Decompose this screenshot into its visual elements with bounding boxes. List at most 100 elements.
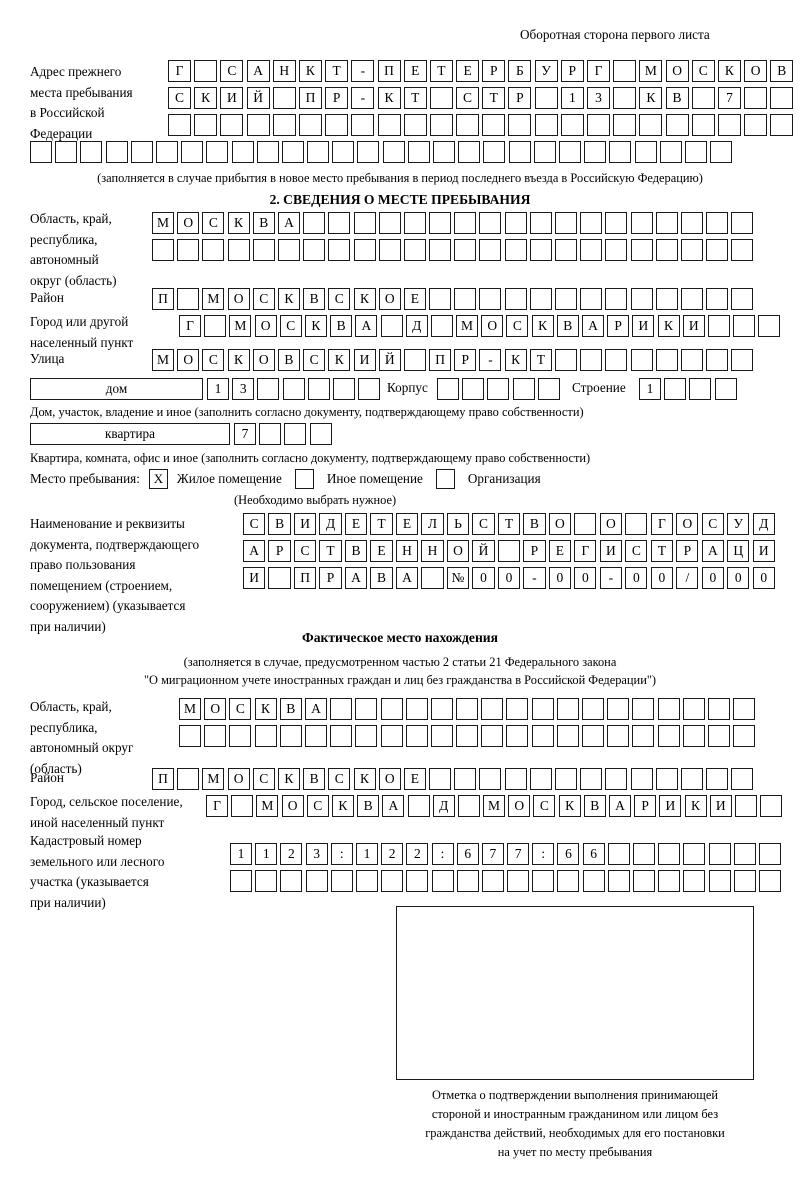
stay-city-cell[interactable]: В [556,315,579,337]
prev-address-cell[interactable]: Т [325,60,349,82]
doc-details-cell[interactable]: И [243,567,266,589]
doc-details-cell[interactable]: А [344,567,368,589]
flat-number-cell[interactable] [259,423,282,445]
actual-district-cell[interactable] [429,768,452,790]
doc-details-cell[interactable]: П [293,567,317,589]
doc-details-cell[interactable]: И [752,540,775,562]
prev-address-cell[interactable] [534,87,558,109]
cadastral-cell[interactable] [708,870,731,892]
stay-region-cell[interactable]: К [227,212,250,234]
prev-address-cell[interactable]: П [377,60,401,82]
doc-details-cell[interactable]: 0 [548,567,571,589]
cadastral-cell[interactable] [607,843,630,865]
cadastral-cell[interactable]: 3 [305,843,328,865]
stay-city-cell[interactable] [204,315,227,337]
stay-district-cell[interactable]: О [378,288,401,310]
actual-region-cell[interactable] [707,698,730,720]
stay-district-cell[interactable] [177,288,200,310]
actual-region-cell[interactable] [682,725,705,747]
prev-address-cell[interactable] [55,141,78,163]
doc-details-cell[interactable]: 0 [650,567,673,589]
stay-district-cell[interactable] [706,288,729,310]
cadastral-cell[interactable]: : [532,843,555,865]
doc-details-cell[interactable]: 0 [574,567,597,589]
actual-region-cell[interactable] [632,725,655,747]
actual-region-cell[interactable] [304,725,327,747]
stay-region-row-2[interactable] [152,239,757,261]
doc-details-cell[interactable]: А [701,540,724,562]
actual-city-cell[interactable] [734,795,757,817]
doc-details-cell[interactable] [421,567,444,589]
actual-city-cell[interactable]: К [558,795,581,817]
prev-address-cell[interactable] [407,141,430,163]
doc-details-cell[interactable] [574,513,597,535]
korpus-cell[interactable] [487,378,510,400]
stay-region-cell[interactable] [605,212,628,234]
prev-address-cell[interactable]: 7 [717,87,741,109]
actual-region-cell[interactable] [481,725,504,747]
cadastral-cell[interactable]: 6 [582,843,605,865]
stay-district-cell[interactable] [580,288,603,310]
cadastral-cell[interactable] [330,870,353,892]
actual-district-cell[interactable]: М [202,768,225,790]
prev-address-cell[interactable] [272,114,296,136]
cadastral-cell[interactable]: 1 [255,843,278,865]
doc-details-cell[interactable]: - [523,567,546,589]
stay-street-cell[interactable]: С [303,349,326,371]
cadastral-cell[interactable] [733,843,756,865]
checkbox-inoe[interactable] [294,469,314,490]
actual-district-cell[interactable] [580,768,603,790]
actual-region-cell[interactable] [707,725,730,747]
cadastral-cell[interactable] [481,870,504,892]
prev-address-cell[interactable]: Т [403,87,427,109]
prev-address-cell[interactable] [483,141,506,163]
stay-region-cell[interactable] [252,239,275,261]
house-number-cell[interactable] [358,378,381,400]
stay-district-cell[interactable] [680,288,703,310]
actual-region-cell[interactable] [506,698,529,720]
cadastral-cell[interactable] [355,870,378,892]
doc-details-cell[interactable]: Е [548,540,571,562]
doc-details-cell[interactable]: - [599,567,622,589]
stay-region-cell[interactable] [378,212,401,234]
prev-address-cell[interactable] [105,141,128,163]
stay-city-cell[interactable] [733,315,756,337]
doc-details-cell[interactable] [625,513,648,535]
stay-district-cell[interactable] [630,288,653,310]
prev-address-cell[interactable] [256,141,279,163]
stroenie-cell[interactable] [714,378,737,400]
prev-address-cell[interactable] [691,114,715,136]
stay-district-cell[interactable]: К [277,288,300,310]
cadastral-cell[interactable] [683,870,706,892]
stay-district-cell[interactable] [529,288,552,310]
stay-region-cell[interactable] [580,212,603,234]
actual-city-cell[interactable]: М [483,795,506,817]
actual-district-cell[interactable]: О [378,768,401,790]
actual-city-cell[interactable] [231,795,254,817]
doc-details-cell[interactable]: 0 [727,567,750,589]
doc-details-cell[interactable]: Г [650,513,673,535]
stay-region-cell[interactable] [152,239,174,261]
prev-address-cell[interactable]: 1 [560,87,584,109]
actual-region-cell[interactable] [330,698,353,720]
doc-details-cell[interactable]: Т [319,540,342,562]
actual-region-cell[interactable] [657,698,680,720]
actual-city-cell[interactable]: И [709,795,732,817]
prev-address-cell[interactable]: Р [508,87,532,109]
doc-details-cell[interactable]: С [472,513,495,535]
prev-address-cell[interactable]: 3 [587,87,610,109]
actual-region-cell[interactable] [506,725,529,747]
house-number-cell[interactable] [332,378,355,400]
prev-address-cell[interactable] [508,114,532,136]
stay-region-cell[interactable] [429,239,452,261]
stay-district-cell[interactable] [479,288,502,310]
actual-region-cell[interactable] [355,698,378,720]
actual-city-cell[interactable]: К [684,795,707,817]
prev-address-cell[interactable]: Н [272,60,296,82]
cadastral-cell[interactable] [557,870,580,892]
cadastral-cell[interactable]: 1 [230,843,252,865]
prev-address-cell[interactable] [298,114,322,136]
